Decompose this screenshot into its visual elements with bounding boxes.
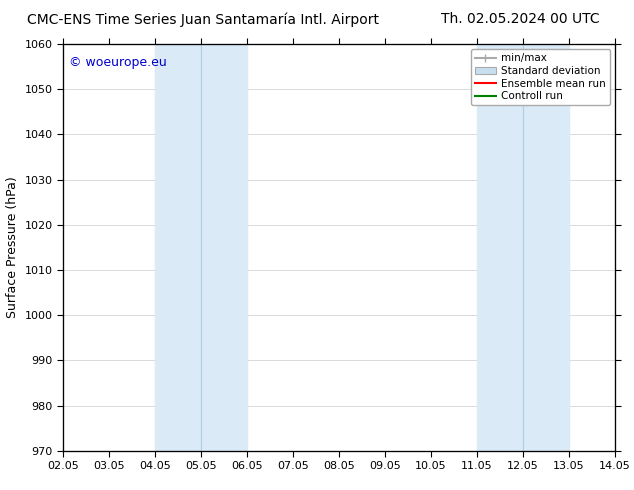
Y-axis label: Surface Pressure (hPa): Surface Pressure (hPa) [6, 176, 19, 318]
Text: Th. 02.05.2024 00 UTC: Th. 02.05.2024 00 UTC [441, 12, 599, 26]
Bar [155, 44, 247, 451]
Legend: min/max, Standard deviation, Ensemble mean run, Controll run: min/max, Standard deviation, Ensemble me… [470, 49, 610, 105]
Text: CMC-ENS Time Series Juan Santamaría Intl. Airport: CMC-ENS Time Series Juan Santamaría Intl… [27, 12, 379, 27]
Bar [477, 44, 569, 451]
Text: © woeurope.eu: © woeurope.eu [69, 56, 167, 69]
